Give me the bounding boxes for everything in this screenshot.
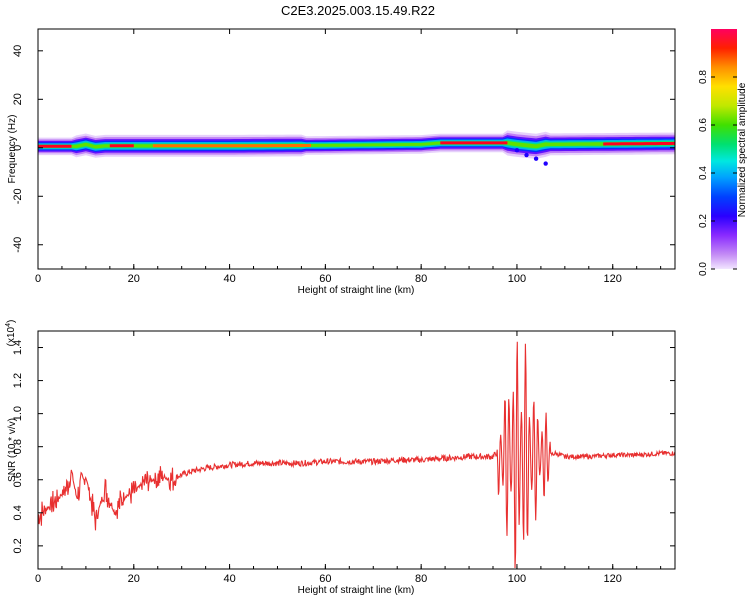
spectrogram-disturbance-point: [515, 148, 519, 152]
spectrogram-y-tick-label: 40: [12, 45, 24, 57]
snr-x-tick-label: 0: [35, 573, 41, 585]
snr-x-tick-label: 80: [415, 573, 427, 585]
spectrogram-x-tick-label: 60: [319, 273, 331, 285]
spectrogram-x-tick-label: 40: [223, 273, 235, 285]
spectrogram-disturbance-point: [534, 156, 538, 160]
spectrogram-disturbance-point: [543, 161, 547, 165]
colorbar-tick-label: 0.8: [698, 70, 709, 84]
snr-line: [38, 342, 675, 568]
spectrogram-y-tick-label: 20: [12, 93, 24, 105]
spectrogram-heatmap: [38, 130, 675, 165]
spectrogram-x-tick-label: 100: [508, 273, 526, 285]
colorbar-tick-label: 0.6: [698, 118, 709, 132]
snr-y-label: SNR (10 * v/v): [7, 418, 18, 482]
snr-x-tick-label: 100: [508, 573, 526, 585]
spectrogram-x-tick-label: 120: [604, 273, 622, 285]
spectrogram-x-tick-label: 0: [35, 273, 41, 285]
snr-x-tick-label: 40: [223, 573, 235, 585]
spectrogram-x-label: Height of straight line (km): [298, 285, 415, 296]
spectrogram-disturbance-point: [524, 153, 528, 157]
snr-y-tick-label: 0.2: [12, 538, 24, 553]
colorbar-tick-label: 0.4: [698, 166, 709, 180]
spectrogram-y-tick-label: -40: [12, 237, 24, 253]
spectrogram-x-tick-label: 80: [415, 273, 427, 285]
spectrogram-x-tick-label: 20: [128, 273, 140, 285]
snr-x-tick-label: 120: [604, 573, 622, 585]
colorbar: 0.0 0.2 0.4 0.6 0.8 Normalized spectral ampl…: [698, 29, 748, 276]
snr-x-label: Height of straight line (km): [298, 585, 415, 596]
colorbar-label: Normalized spectral amplitude: [737, 82, 748, 217]
snr-series: [38, 342, 675, 568]
colorbar-gradient: [711, 29, 737, 269]
spectrogram-ridge-segment: [603, 143, 675, 144]
colorbar-tick-label: 0.0: [698, 262, 709, 276]
spectrogram-y-label: Frequency (Hz): [7, 115, 18, 184]
snr-frame: [38, 331, 675, 569]
colorbar-tick-label: 0.2: [698, 214, 709, 228]
snr-y-multiplier: (x104): [5, 320, 17, 347]
snr-x-tick-label: 60: [319, 573, 331, 585]
figure-title: C2E3.2025.003.15.49.R22: [281, 3, 435, 18]
spectrogram-y-tick-label: -20: [12, 188, 24, 204]
snr-y-tick-label: 0.4: [12, 505, 24, 520]
snr-x-tick-label: 20: [128, 573, 140, 585]
snr-y-tick-label: 1.2: [12, 373, 24, 388]
